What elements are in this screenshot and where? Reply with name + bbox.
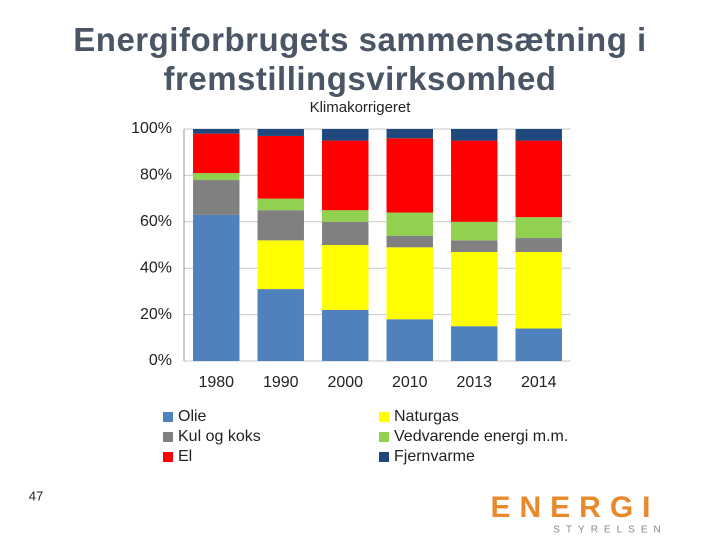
bar-segment xyxy=(515,238,562,252)
x-tick-label: 1990 xyxy=(263,374,299,391)
bar-segment xyxy=(386,138,433,213)
bar-segment xyxy=(386,212,433,236)
bar-segment xyxy=(322,221,369,245)
x-tick-label: 2010 xyxy=(392,374,428,391)
bar-segment xyxy=(257,198,304,211)
y-tick-label: 60% xyxy=(140,213,172,230)
y-tick-label: 20% xyxy=(140,306,172,323)
bar-segment xyxy=(451,221,498,241)
x-tick-label: 2000 xyxy=(327,374,363,391)
x-tick-label: 2014 xyxy=(521,374,557,391)
bar-segment xyxy=(193,133,240,174)
bar-segment xyxy=(193,180,240,215)
bar-segment xyxy=(386,247,433,320)
y-tick-label: 80% xyxy=(140,167,172,184)
y-tick-label: 0% xyxy=(149,352,172,369)
legend-swatch xyxy=(379,412,389,422)
legend-label: Fjernvarme xyxy=(394,448,475,465)
legend-swatch xyxy=(163,432,173,442)
bar-segment xyxy=(515,140,562,218)
bar-segment xyxy=(322,245,369,310)
bar-segment xyxy=(515,251,562,329)
logo-subtitle: STYRELSEN xyxy=(553,525,666,536)
legend-label: Kul og koks xyxy=(178,428,261,445)
legend-swatch xyxy=(379,452,389,462)
legend-swatch xyxy=(379,432,389,442)
bar-segment xyxy=(257,135,304,199)
bar-segment xyxy=(257,210,304,241)
bar-segment xyxy=(322,309,369,361)
bar-segment xyxy=(386,319,433,361)
y-tick-label: 40% xyxy=(140,259,172,276)
page-number: 47 xyxy=(29,488,43,503)
legend-swatch xyxy=(163,452,173,462)
bar-segment xyxy=(322,140,369,211)
bar-segment xyxy=(515,129,562,141)
bar-segment xyxy=(451,251,498,327)
bar-segment xyxy=(257,240,304,290)
chart-subtitle: Klimakorrigeret xyxy=(310,99,412,116)
legend-swatch xyxy=(163,412,173,422)
bar-segment xyxy=(515,328,562,361)
bar-segment xyxy=(451,240,498,252)
bar-segment xyxy=(451,129,498,141)
bar-segment xyxy=(322,129,369,141)
bar-segment xyxy=(193,129,240,134)
bar-segment xyxy=(386,235,433,248)
bar-segment xyxy=(193,214,240,361)
bar-segment xyxy=(257,289,304,361)
bar-segment xyxy=(515,217,562,239)
bar-segment xyxy=(386,129,433,139)
bar-segment xyxy=(451,326,498,361)
legend-label: Naturgas xyxy=(394,408,459,425)
legend-label: El xyxy=(178,448,192,465)
legend-label: Olie xyxy=(178,408,207,425)
x-tick-label: 1980 xyxy=(198,374,234,391)
logo: ENERGI xyxy=(490,491,659,524)
x-tick-label: 2013 xyxy=(456,374,492,391)
bar-segment xyxy=(257,129,304,136)
bar-segment xyxy=(451,140,498,222)
bar-segment xyxy=(193,173,240,181)
legend-label: Vedvarende energi m.m. xyxy=(394,428,568,445)
y-tick-label: 100% xyxy=(131,120,172,137)
slide-title: Energiforbrugets sammensætning i fremsti… xyxy=(73,21,647,97)
bar-segment xyxy=(322,210,369,222)
